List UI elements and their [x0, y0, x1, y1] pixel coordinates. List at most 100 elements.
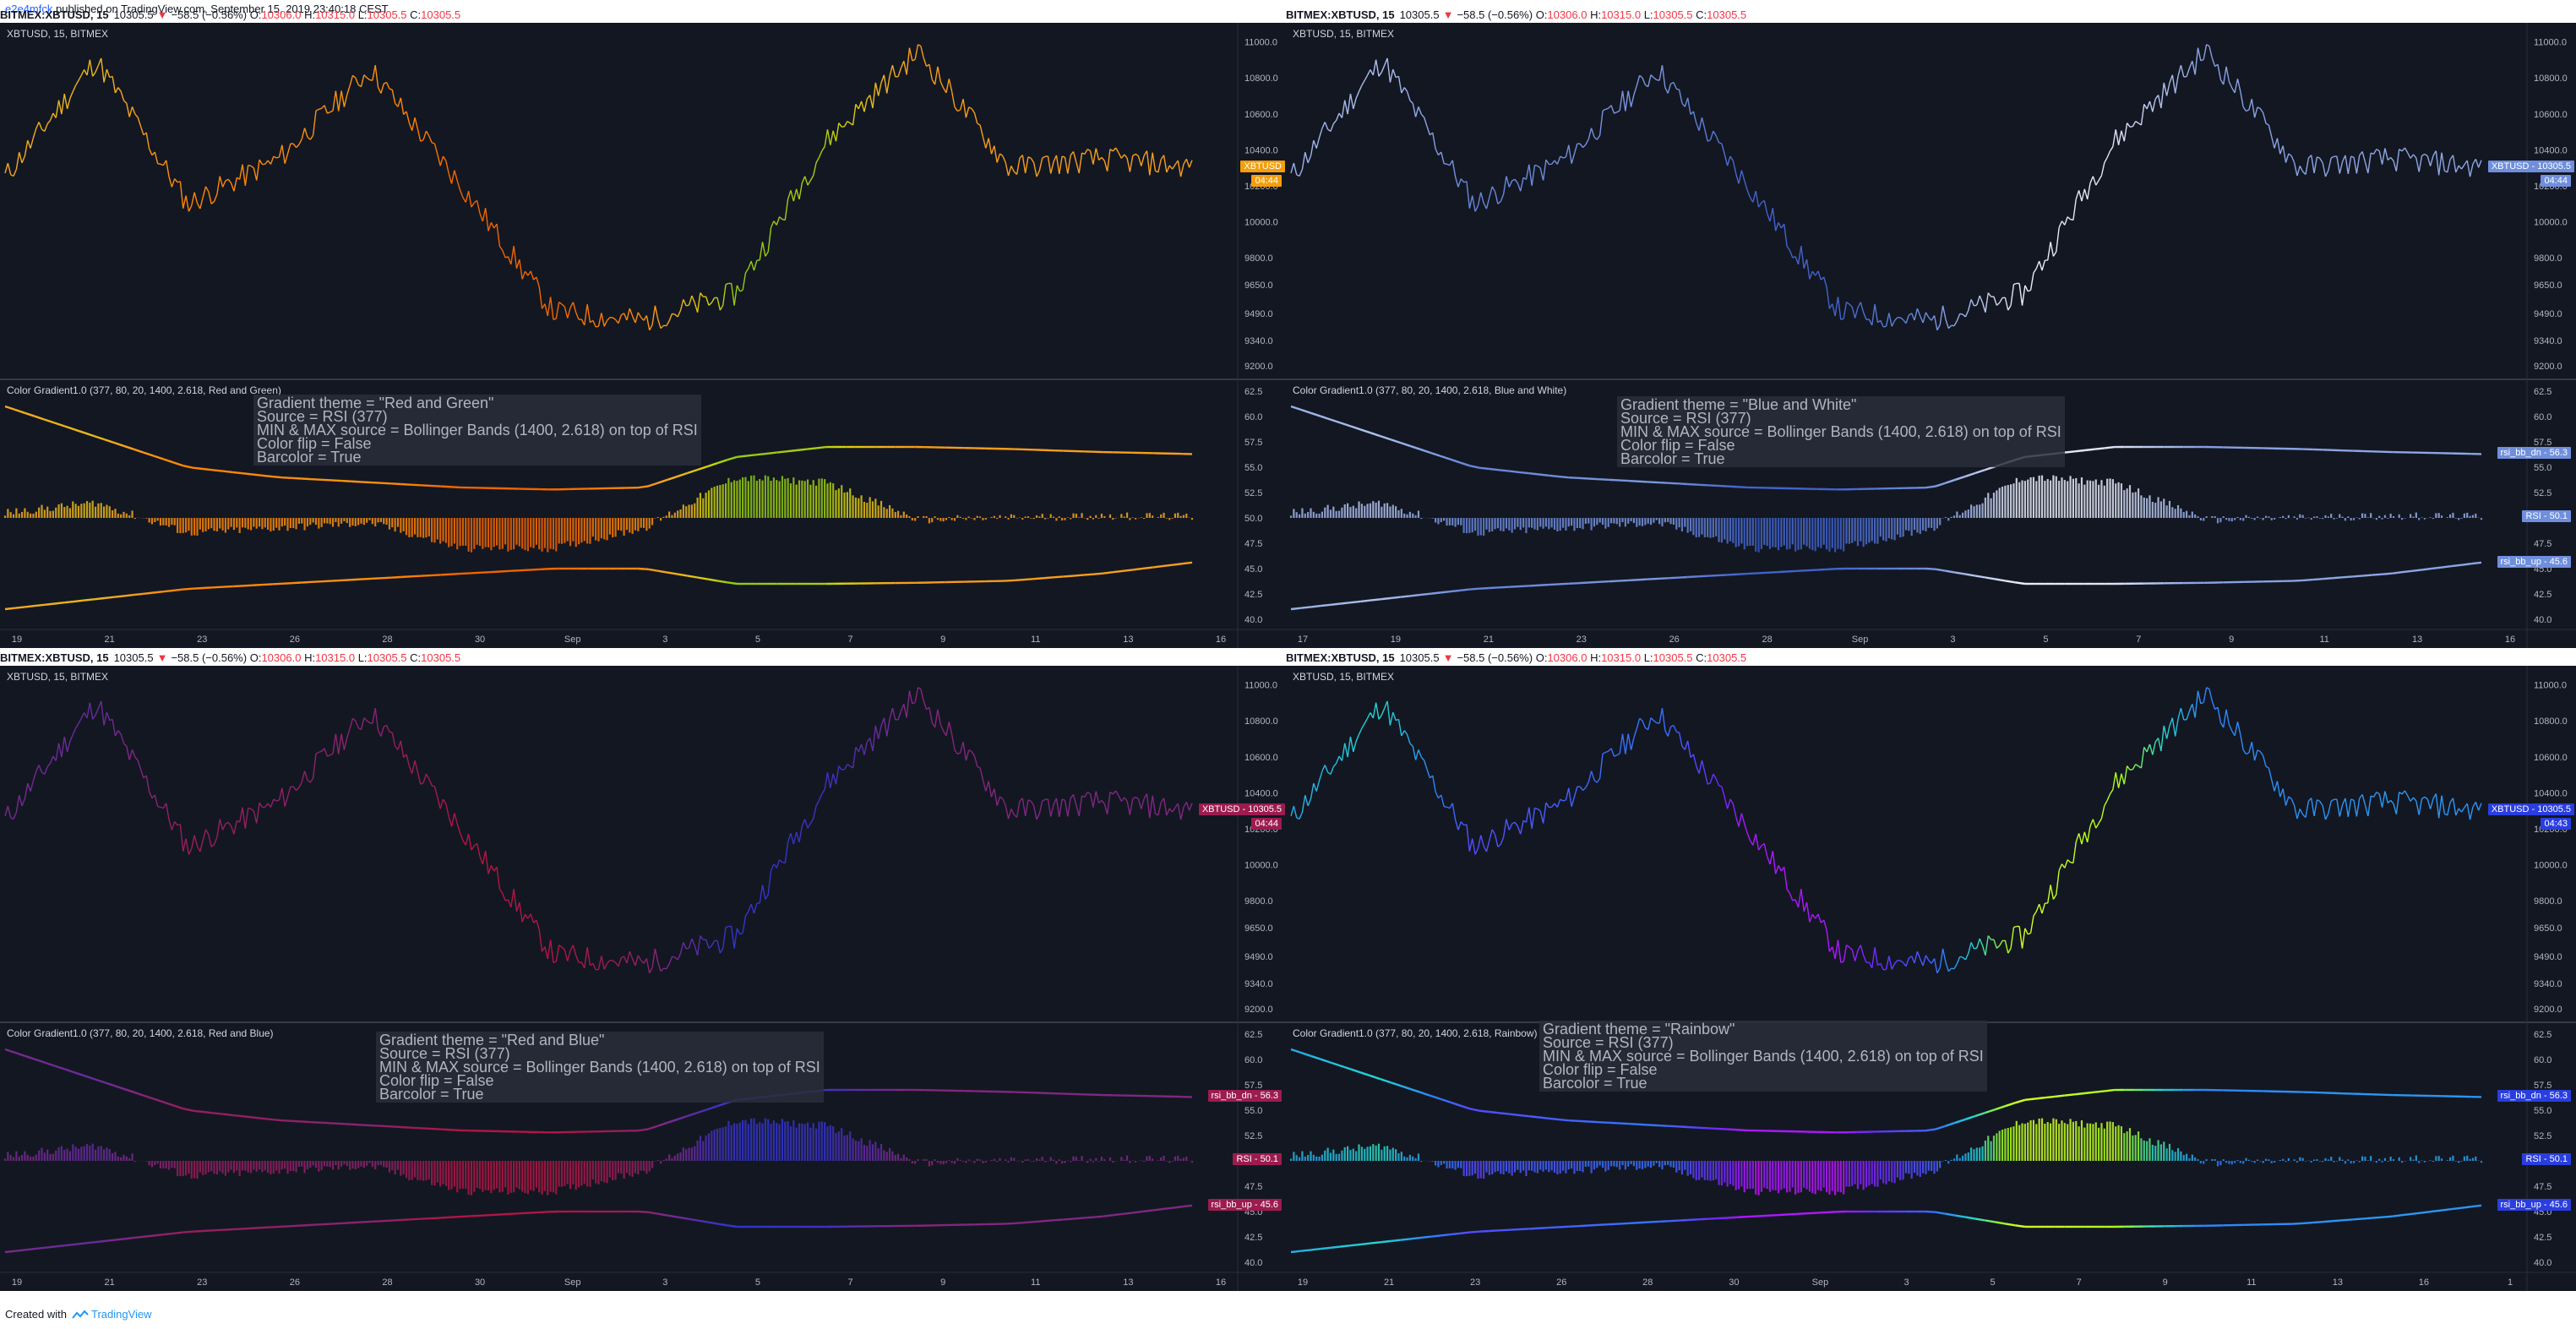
price-segment: [360, 74, 365, 87]
price-segment: [185, 838, 190, 855]
osc-tick: 60.0: [2534, 1055, 2551, 1065]
indicator-label[interactable]: Color Gradient1.0 (377, 80, 20, 1400, 2.…: [1293, 384, 1567, 396]
band-segment-rsi_bb_up: [1974, 1217, 1986, 1222]
price-segment: [13, 169, 18, 177]
chart-panel-1[interactable]: BITMEX:XBTUSD, 15 10305.5 ▼ −58.5 (−0.56%) …: [0, 6, 1287, 648]
price-segment: [996, 796, 1001, 806]
price-segment: [2067, 216, 2072, 221]
price-segment: [1784, 224, 1788, 247]
price-segment: [1871, 304, 1876, 326]
price-segment: [1497, 200, 1501, 204]
price-segment: [960, 99, 964, 111]
high-value: 10315.0: [315, 651, 356, 664]
price-segment: [536, 276, 540, 287]
chart-area[interactable]: 11000.0 10800.0 10600.0 10400.0 10200.0 10000…: [0, 666, 1287, 1291]
close-value: 10305.5: [421, 8, 461, 21]
price-segment: [2426, 798, 2432, 809]
price-segment: [968, 106, 972, 110]
price-segment: [1809, 913, 1813, 923]
indicator-label[interactable]: Color Gradient1.0 (377, 80, 20, 1400, 2.…: [7, 1027, 274, 1039]
band-segment-rsi_bb_dn: [25, 411, 35, 417]
chart-area[interactable]: 11000.0 10800.0 10600.0 10400.0 10200.0 10000…: [1286, 666, 2576, 1291]
band-segment-rsi_bb_up: [1409, 593, 1420, 597]
price-segment: [1168, 808, 1174, 813]
price-segment: [1506, 176, 1510, 188]
price-segment: [1732, 803, 1737, 817]
symbol-name[interactable]: BITMEX:XBTUSD, 15: [1286, 651, 1395, 664]
price-segment: [1332, 763, 1337, 767]
price-segment: [2361, 794, 2366, 805]
band-segment-rsi_bb_dn: [786, 449, 797, 453]
indicator-label[interactable]: Color Gradient1.0 (377, 80, 20, 1400, 2.…: [7, 384, 281, 396]
price-segment: [1027, 799, 1032, 802]
high-value: 10315.0: [1601, 651, 1642, 664]
price-segment: [1676, 88, 1680, 90]
price-segment: [1962, 313, 1966, 318]
band-segment-rsi_bb_dn: [706, 462, 718, 468]
price-segment: [1403, 730, 1408, 735]
price-segment: [139, 126, 144, 135]
symbol-name[interactable]: BITMEX:XBTUSD, 15: [0, 8, 109, 21]
price-segment: [46, 120, 52, 124]
price-segment: [69, 91, 74, 99]
price-segment: [380, 83, 384, 94]
price-segment: [425, 773, 430, 780]
price-segment: [877, 82, 882, 96]
chart-panel-2[interactable]: BITMEX:XBTUSD, 15 10305.5 ▼ −58.5 (−0.56%) …: [1286, 6, 2576, 648]
price-segment: [1491, 186, 1496, 193]
chart-area[interactable]: 11000.0 10800.0 10600.0 10400.0 10200.0 10000…: [1286, 23, 2576, 648]
price-segment: [515, 259, 520, 269]
tradingview-brand[interactable]: TradingView: [72, 1308, 152, 1321]
price-segment: [459, 189, 464, 198]
price-segment: [804, 176, 809, 186]
chart-panel-3[interactable]: BITMEX:XBTUSD, 15 10305.5 ▼ −58.5 (−0.56%) …: [0, 649, 1287, 1291]
price-segment: [708, 302, 712, 306]
author-link[interactable]: e2e4mfck: [5, 3, 53, 15]
price-tick: 10000.0: [1244, 861, 1278, 871]
price-segment: [1809, 270, 1813, 280]
price-segment: [1386, 57, 1391, 83]
price-segment: [445, 803, 449, 817]
price-segment: [2211, 57, 2216, 67]
price-segment: [1449, 160, 1453, 166]
price-segment: [1803, 259, 1808, 269]
price-segment: [1435, 791, 1440, 798]
band-segment-rsi_bb_up: [1618, 579, 1629, 582]
band-segment-rsi_bb_up: [1370, 1241, 1381, 1245]
price-segment: [2370, 152, 2374, 155]
band-segment-rsi_bb_up: [1668, 576, 1678, 580]
chart-panel-4[interactable]: BITMEX:XBTUSD, 15 10305.5 ▼ −58.5 (−0.56%) …: [1286, 649, 2576, 1291]
price-segment: [1922, 312, 1927, 324]
price-segment: [2129, 768, 2133, 771]
band-segment-rsi_bb_up: [1053, 575, 1064, 579]
price-segment: [1593, 779, 1598, 783]
price-segment: [1106, 792, 1111, 814]
symbol-name[interactable]: BITMEX:XBTUSD, 15: [0, 651, 109, 664]
osc-tick: 57.5: [2534, 438, 2551, 448]
price-segment: [2121, 773, 2125, 785]
price-segment: [1999, 297, 2003, 303]
symbol-name[interactable]: BITMEX:XBTUSD, 15: [1286, 8, 1395, 21]
price-segment: [406, 111, 411, 123]
time-tick: 16: [1216, 1277, 1226, 1288]
price-segment: [1137, 155, 1142, 166]
price-segment: [790, 833, 794, 845]
price-segment: [1401, 730, 1405, 737]
band-segment-rsi_bb_up: [380, 1219, 391, 1223]
price-segment: [2293, 805, 2298, 820]
price-segment: [148, 148, 153, 155]
band-segment-rsi_bb_dn: [1677, 482, 1688, 486]
price-segment: [765, 251, 769, 257]
indicator-label[interactable]: Color Gradient1.0 (377, 80, 20, 1400, 2.…: [1293, 1027, 1538, 1039]
band-segment-rsi_bb_dn: [677, 471, 689, 477]
band-segment-rsi_bb_dn: [1658, 1124, 1669, 1127]
price-segment: [795, 831, 800, 843]
price-segment: [1959, 313, 1963, 315]
band-segment-rsi_bb_up: [34, 1246, 45, 1250]
price-segment: [2305, 801, 2310, 818]
band-segment-rsi_bb_up: [133, 592, 144, 596]
price-segment: [2098, 818, 2103, 824]
chart-area[interactable]: 11000.0 10800.0 10600.0 10400.0 10200.0 10000…: [0, 23, 1287, 648]
band-segment-rsi_bb_up: [509, 1212, 520, 1216]
price-segment: [2328, 800, 2332, 814]
